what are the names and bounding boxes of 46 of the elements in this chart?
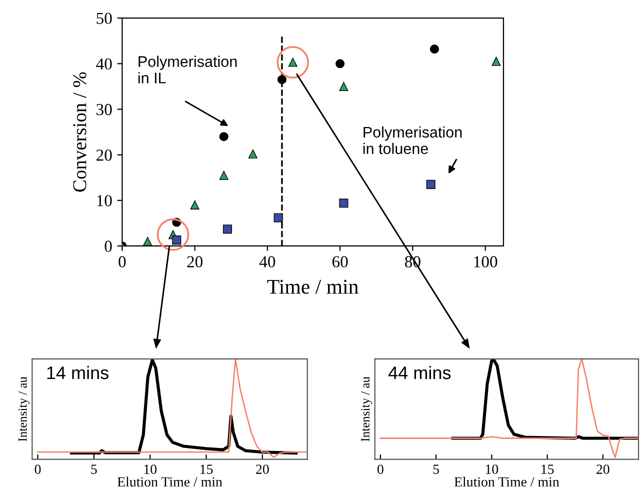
annotation: 44 mins <box>388 366 451 380</box>
x-tick-label: 0 <box>34 464 41 474</box>
x-tick-label: 40 <box>259 256 276 268</box>
x-tick-label: 10 <box>486 464 498 474</box>
x-tick-label: 0 <box>118 256 126 268</box>
x-tick-label: 10 <box>144 464 157 474</box>
x-tick-label: 20 <box>256 464 269 474</box>
y-tick-label: 10 <box>97 195 112 206</box>
x-axis-title: Time / min <box>267 280 358 294</box>
point <box>426 180 436 189</box>
x-tick-label: 15 <box>200 464 213 474</box>
point <box>277 75 286 84</box>
x-tick-label: 20 <box>187 256 202 268</box>
point <box>190 200 200 210</box>
x-tick-label: 60 <box>332 256 348 268</box>
x-tick-label: 20 <box>596 464 610 474</box>
point <box>172 236 182 245</box>
annotation: Polymerisation in IL <box>138 56 237 84</box>
point <box>430 44 439 54</box>
y-tick-label: 0 <box>104 240 112 252</box>
point <box>219 170 228 180</box>
annotation: Polymerisation in toluene <box>363 126 462 154</box>
annotation: 14 mins <box>47 366 108 380</box>
x-axis-title: Elution Time / min <box>454 476 560 487</box>
x-tick-label: 15 <box>542 464 554 474</box>
point <box>336 59 345 68</box>
y-tick-label: 20 <box>96 150 112 161</box>
x-tick-label: 5 <box>433 464 439 474</box>
point <box>492 56 501 66</box>
y-axis-title: Intensity / au <box>18 376 30 442</box>
x-axis-title: Elution Time / min <box>117 476 222 487</box>
point <box>274 213 283 222</box>
x-tick-label: 5 <box>91 464 97 474</box>
y-tick-label: 50 <box>96 12 112 24</box>
point <box>339 198 348 208</box>
point <box>143 236 152 246</box>
y-tick-label: 30 <box>96 104 112 116</box>
point <box>248 149 258 158</box>
x-tick-label: 0 <box>377 464 384 474</box>
y-axis-title: Intensity / au <box>361 376 372 442</box>
point <box>222 224 232 234</box>
point <box>219 132 228 142</box>
y-tick-label: 40 <box>96 58 112 70</box>
y-axis-title: Conversion / % <box>73 72 86 192</box>
x-tick-label: 100 <box>474 256 498 268</box>
point <box>339 82 348 91</box>
